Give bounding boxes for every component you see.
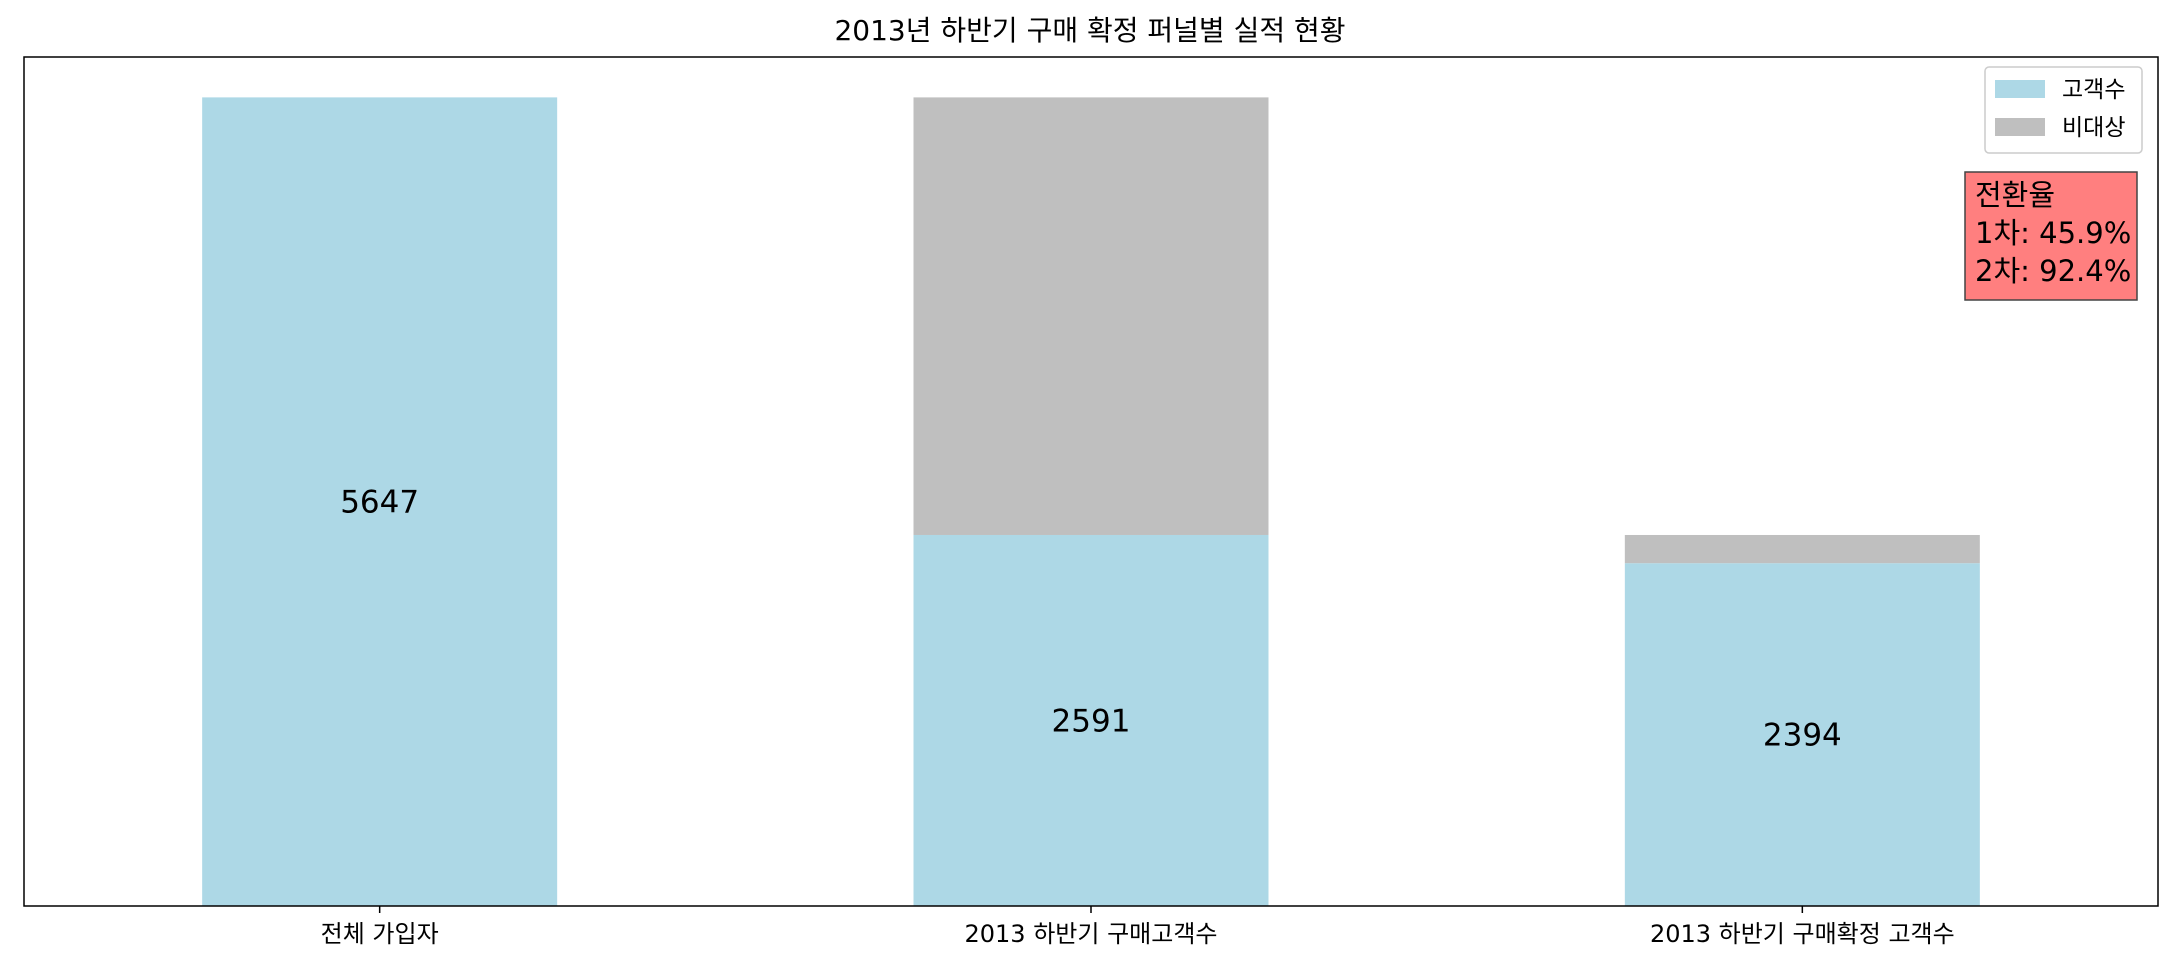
legend: 고객수 비대상 (1984, 66, 2143, 154)
bar-value-label-0: 5647 (340, 485, 419, 521)
x-tick-label-2: 2013 하반기 구매확정 고객수 (1650, 920, 1955, 948)
legend-label-customers: 고객수 (2062, 77, 2125, 103)
x-tick-label-1: 2013 하반기 구매고객수 (965, 920, 1218, 948)
bars-layer (202, 97, 1980, 906)
conversion-rate-second: 2차: 92.4% (1975, 254, 2131, 288)
x-tick-label-0: 전체 가입자 (321, 920, 439, 948)
bar-non-target-2 (1624, 534, 1980, 564)
x-axis: 전체 가입자 2013 하반기 구매고객수 2013 하반기 구매확정 고객수 (321, 906, 1955, 948)
bar-value-label-1: 2591 (1052, 703, 1131, 739)
legend-swatch-customers (1995, 80, 2045, 98)
bar-customers-0 (202, 97, 558, 906)
bar-value-label-2: 2394 (1763, 718, 1842, 754)
conversion-rate-box: 전환율 1차: 45.9% 2차: 92.4% (1964, 171, 2138, 301)
conversion-rate-heading: 전환율 (1975, 178, 2055, 212)
legend-label-non-target: 비대상 (2062, 115, 2125, 141)
bar-customers-2 (1624, 563, 1980, 906)
bar-non-target-1 (913, 97, 1269, 535)
bar-customers-1 (913, 534, 1269, 906)
chart-title: 2013년 하반기 구매 확정 퍼널별 실적 현황 (834, 14, 1345, 47)
conversion-rate-first: 1차: 45.9% (1975, 216, 2131, 250)
data-labels: 5647 2591 2394 (340, 485, 1842, 754)
legend-swatch-non-target (1995, 118, 2045, 136)
conversion-rate-background (1964, 171, 2138, 301)
